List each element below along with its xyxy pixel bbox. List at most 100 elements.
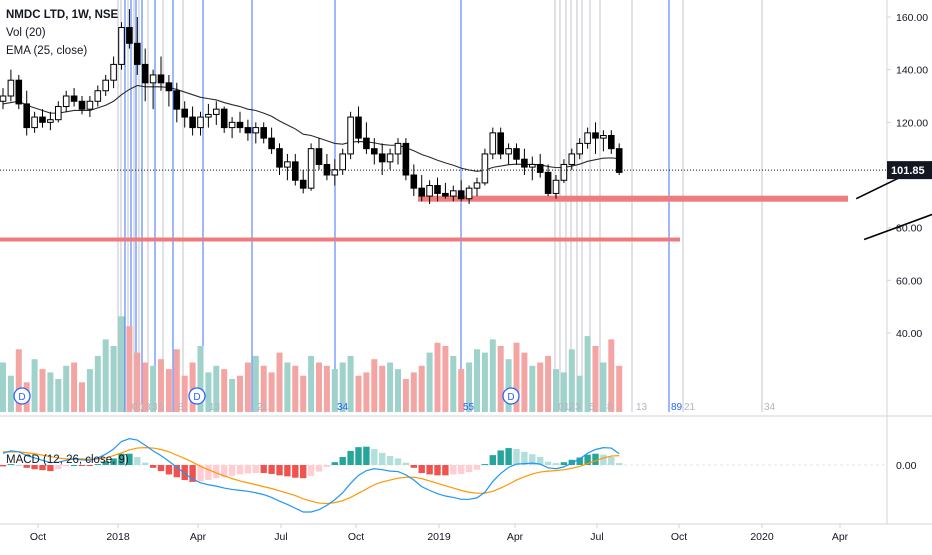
macd-histogram-bar	[465, 465, 473, 473]
time-tick-label: 2020	[750, 531, 774, 543]
candle	[236, 111, 244, 133]
candle	[529, 156, 536, 181]
candle-body	[402, 142, 410, 176]
candle-body	[560, 163, 568, 181]
macd-histogram-bar	[228, 465, 236, 476]
candle-body	[544, 171, 552, 194]
macd-histogram-bar	[418, 465, 425, 473]
macd-histogram-bar	[118, 453, 125, 465]
macd-histogram-bar	[236, 465, 244, 475]
macd-histogram-bar	[347, 450, 354, 465]
macd-indicator-label: MACD (12, 26, close, 9)	[6, 454, 129, 466]
volume-bar	[458, 369, 465, 412]
macd-histogram-bar	[300, 465, 307, 479]
macd-histogram-bar	[600, 454, 607, 465]
macd-histogram-bar	[31, 465, 38, 470]
candle-body	[615, 148, 623, 173]
macd-histogram-bar	[458, 465, 465, 474]
price-tick-label: 120.00	[896, 117, 928, 129]
volume-bar	[15, 349, 22, 412]
candle	[489, 127, 497, 160]
candle	[228, 117, 236, 139]
candle	[371, 138, 378, 165]
volume-bar	[55, 379, 62, 412]
fib-time-label: 1	[564, 402, 570, 413]
candle-body	[307, 148, 315, 189]
candle	[173, 82, 181, 123]
macd-histogram-bar	[39, 465, 46, 471]
price-tick-label: 160.00	[896, 12, 928, 24]
volume-bar	[584, 336, 591, 412]
candle-body	[489, 132, 497, 155]
candle	[189, 106, 196, 136]
macd-tick-label: 0.00	[896, 460, 917, 472]
volume-bar	[553, 369, 559, 412]
candle-body	[102, 79, 110, 92]
candle-body	[94, 90, 102, 102]
volume-bar	[237, 375, 243, 412]
candle	[47, 111, 54, 131]
macd-histogram-bar	[410, 465, 417, 468]
volume-bar	[79, 382, 85, 412]
volume-legend[interactable]: Vol (20)	[6, 27, 46, 39]
time-tick-label: 2018	[106, 531, 130, 543]
volume-bar	[363, 372, 370, 412]
volume-bar	[102, 339, 109, 412]
time-tick-label: Oct	[30, 531, 46, 543]
candle-body	[165, 82, 173, 92]
volume-bar	[442, 346, 449, 412]
candle	[94, 85, 102, 107]
macd-histogram-bar	[260, 465, 267, 473]
candle-body	[141, 63, 149, 84]
macd-histogram-bar	[189, 465, 196, 482]
time-tick-label: Apr	[190, 531, 207, 543]
candle-body	[110, 63, 117, 81]
macd-histogram-bar	[529, 454, 536, 465]
macd-histogram-bar	[371, 449, 378, 465]
candle	[118, 22, 125, 70]
candle-body	[0, 95, 7, 102]
fib-time-label: 8	[178, 402, 184, 413]
candle	[39, 109, 46, 128]
macd-histogram-bar	[55, 465, 62, 470]
ema-legend[interactable]: EMA (25, close)	[6, 45, 87, 57]
candle	[307, 143, 315, 191]
candle	[165, 74, 173, 107]
candle	[299, 169, 307, 194]
volume-bar	[568, 349, 575, 412]
volume-bar	[529, 365, 536, 412]
candle-body	[220, 108, 228, 129]
candle	[505, 143, 512, 165]
candle	[560, 159, 568, 183]
candle-body	[189, 116, 196, 129]
macd-histogram-bar	[0, 465, 7, 467]
candle	[110, 56, 117, 89]
volume-bar	[505, 359, 512, 412]
dividend-marker: D	[13, 387, 31, 405]
macd-histogram-bar	[126, 453, 133, 465]
trend-arrow-2	[863, 213, 932, 241]
candle	[394, 138, 402, 165]
symbol-legend[interactable]: NMDC LTD, 1W, NSE	[6, 9, 118, 21]
time-tick-label: Jul	[590, 531, 603, 543]
candle	[134, 17, 141, 75]
macd-histogram-bar	[213, 465, 220, 479]
macd-histogram-bar	[110, 458, 117, 465]
candle	[181, 101, 188, 128]
candle-body	[78, 100, 86, 110]
macd-histogram-bar	[323, 465, 331, 467]
candle-body	[236, 121, 244, 129]
macd-histogram-bar	[142, 462, 149, 465]
macd-legend[interactable]: MACD (12, 26, close, 9)	[6, 454, 129, 466]
volume-indicator-label: Vol (20)	[6, 27, 46, 39]
macd-histogram-bar	[102, 461, 109, 465]
candle-body	[608, 135, 615, 150]
macd-signal-line	[3, 447, 620, 505]
fib-time-label: 13	[209, 402, 221, 413]
candle-body	[157, 74, 165, 84]
fib-time-label: 3	[145, 402, 151, 413]
fib-time-label: 3	[575, 402, 581, 413]
candle-body	[536, 163, 544, 173]
